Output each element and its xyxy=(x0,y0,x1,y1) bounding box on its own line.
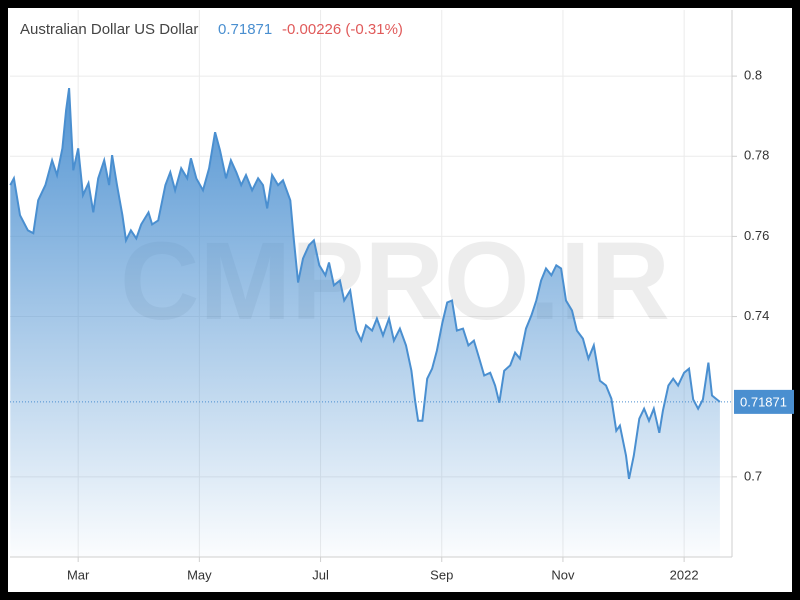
x-tick-label: 2022 xyxy=(670,567,699,582)
last-price-tag-label: 0.71871 xyxy=(740,394,787,409)
x-tick-label: Jul xyxy=(312,567,329,582)
last-price: 0.71871 xyxy=(218,21,272,38)
x-tick-label: May xyxy=(187,567,212,582)
line xyxy=(9,87,721,480)
plot xyxy=(9,87,732,557)
last-price-tag xyxy=(734,389,794,414)
price-change: -0.00226 (-0.31%) xyxy=(282,21,403,38)
x-tick-label: Nov xyxy=(551,567,575,582)
y-tick-label: 0.7 xyxy=(744,468,762,483)
y-tick-label: 0.78 xyxy=(744,148,769,163)
y-tick-label: 0.74 xyxy=(744,308,769,323)
x-tick-label: Sep xyxy=(430,567,453,582)
y-tick-label: 0.8 xyxy=(744,68,762,83)
chart-title: Australian Dollar US Dollar xyxy=(20,21,198,38)
area xyxy=(10,88,720,557)
x-tick-label: Mar xyxy=(67,567,90,582)
y-tick-label: 0.76 xyxy=(744,228,769,243)
